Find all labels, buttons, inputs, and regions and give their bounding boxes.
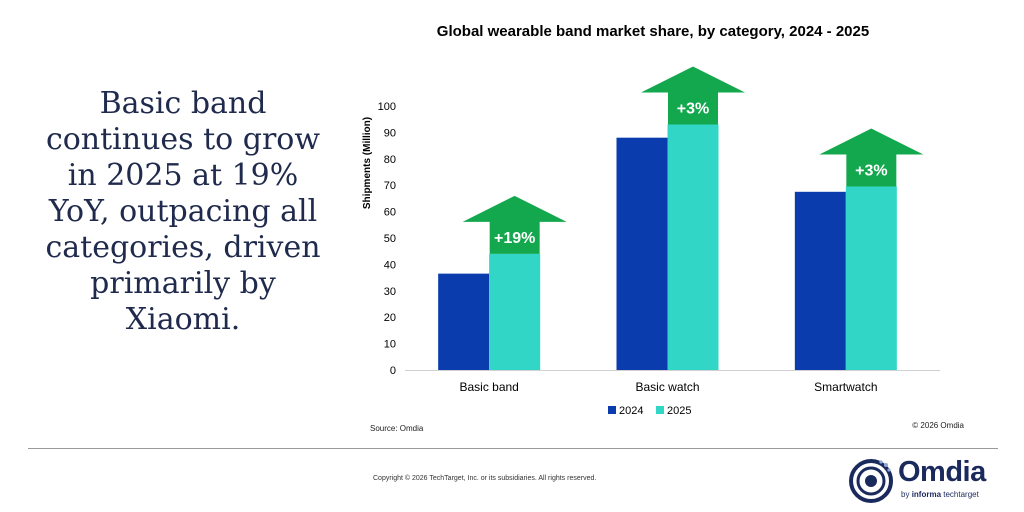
legend-label-2024: 2024 <box>619 405 643 417</box>
bar-2025-smartwatch <box>845 186 897 370</box>
legend-label-2025: 2025 <box>667 405 691 417</box>
growth-arrow-icon <box>641 66 745 125</box>
growth-label: +3% <box>677 100 709 117</box>
legend-swatch-2025 <box>656 406 664 414</box>
omdia-wordmark: Omdia <box>898 456 986 488</box>
bar-2024-basic-band <box>438 273 490 370</box>
omdia-byline: by informa techtarget <box>901 490 979 499</box>
y-tick-label: 0 <box>390 365 396 377</box>
omdia-logo-icon <box>849 459 893 503</box>
growth-label: +3% <box>855 163 887 180</box>
y-tick-label: 20 <box>384 312 396 324</box>
legend-swatch-2024 <box>608 406 616 414</box>
y-tick-label: 40 <box>384 259 396 271</box>
y-tick-label: 70 <box>384 180 396 192</box>
footer-divider <box>28 448 998 449</box>
x-tick-label: Smartwatch <box>814 380 877 394</box>
y-tick-label: 10 <box>384 339 396 351</box>
chart-title: Global wearable band market share, by ca… <box>437 23 869 40</box>
bar-2025-basic-watch <box>667 124 719 370</box>
omdia-logo: Omdia by informa techtarget <box>848 456 998 504</box>
bar-2024-basic-watch <box>616 137 668 370</box>
y-tick-label: 100 <box>378 101 396 113</box>
x-tick-label: Basic band <box>459 380 518 394</box>
y-tick-label: 90 <box>384 127 396 139</box>
legend: 2024 2025 <box>608 405 691 417</box>
y-axis-label: Shipments (Million) <box>362 117 373 209</box>
copyright-text: Copyright © 2026 TechTarget, Inc. or its… <box>373 475 597 482</box>
source-note: Source: Omdia <box>370 424 424 433</box>
credit-note: © 2026 Omdia <box>912 421 964 430</box>
y-tick-label: 30 <box>384 286 396 298</box>
y-tick-label: 60 <box>384 207 396 219</box>
y-tick-label: 50 <box>384 233 396 245</box>
growth-arrow-icon <box>819 128 924 187</box>
y-axis-ticks: 0 10 20 30 40 50 60 70 80 90 100 <box>378 101 396 377</box>
y-tick-label: 80 <box>384 154 396 166</box>
bar-chart: Global wearable band market share, by ca… <box>362 23 965 433</box>
growth-arrow-icon <box>462 195 567 254</box>
headline: Basic band continues to grow in 2025 at … <box>45 86 321 337</box>
growth-label: +19% <box>494 230 535 247</box>
bar-2024-smartwatch <box>794 191 846 370</box>
bar-2025-basic-band <box>489 253 541 370</box>
x-axis-ticks: Basic band Basic watch Smartwatch <box>459 380 877 394</box>
growth-arrows: +19% +3% +3% <box>462 66 924 254</box>
x-tick-label: Basic watch <box>635 380 699 394</box>
bars <box>438 124 897 370</box>
